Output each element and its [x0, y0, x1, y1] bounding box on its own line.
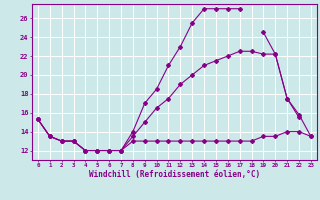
X-axis label: Windchill (Refroidissement éolien,°C): Windchill (Refroidissement éolien,°C)	[89, 170, 260, 179]
